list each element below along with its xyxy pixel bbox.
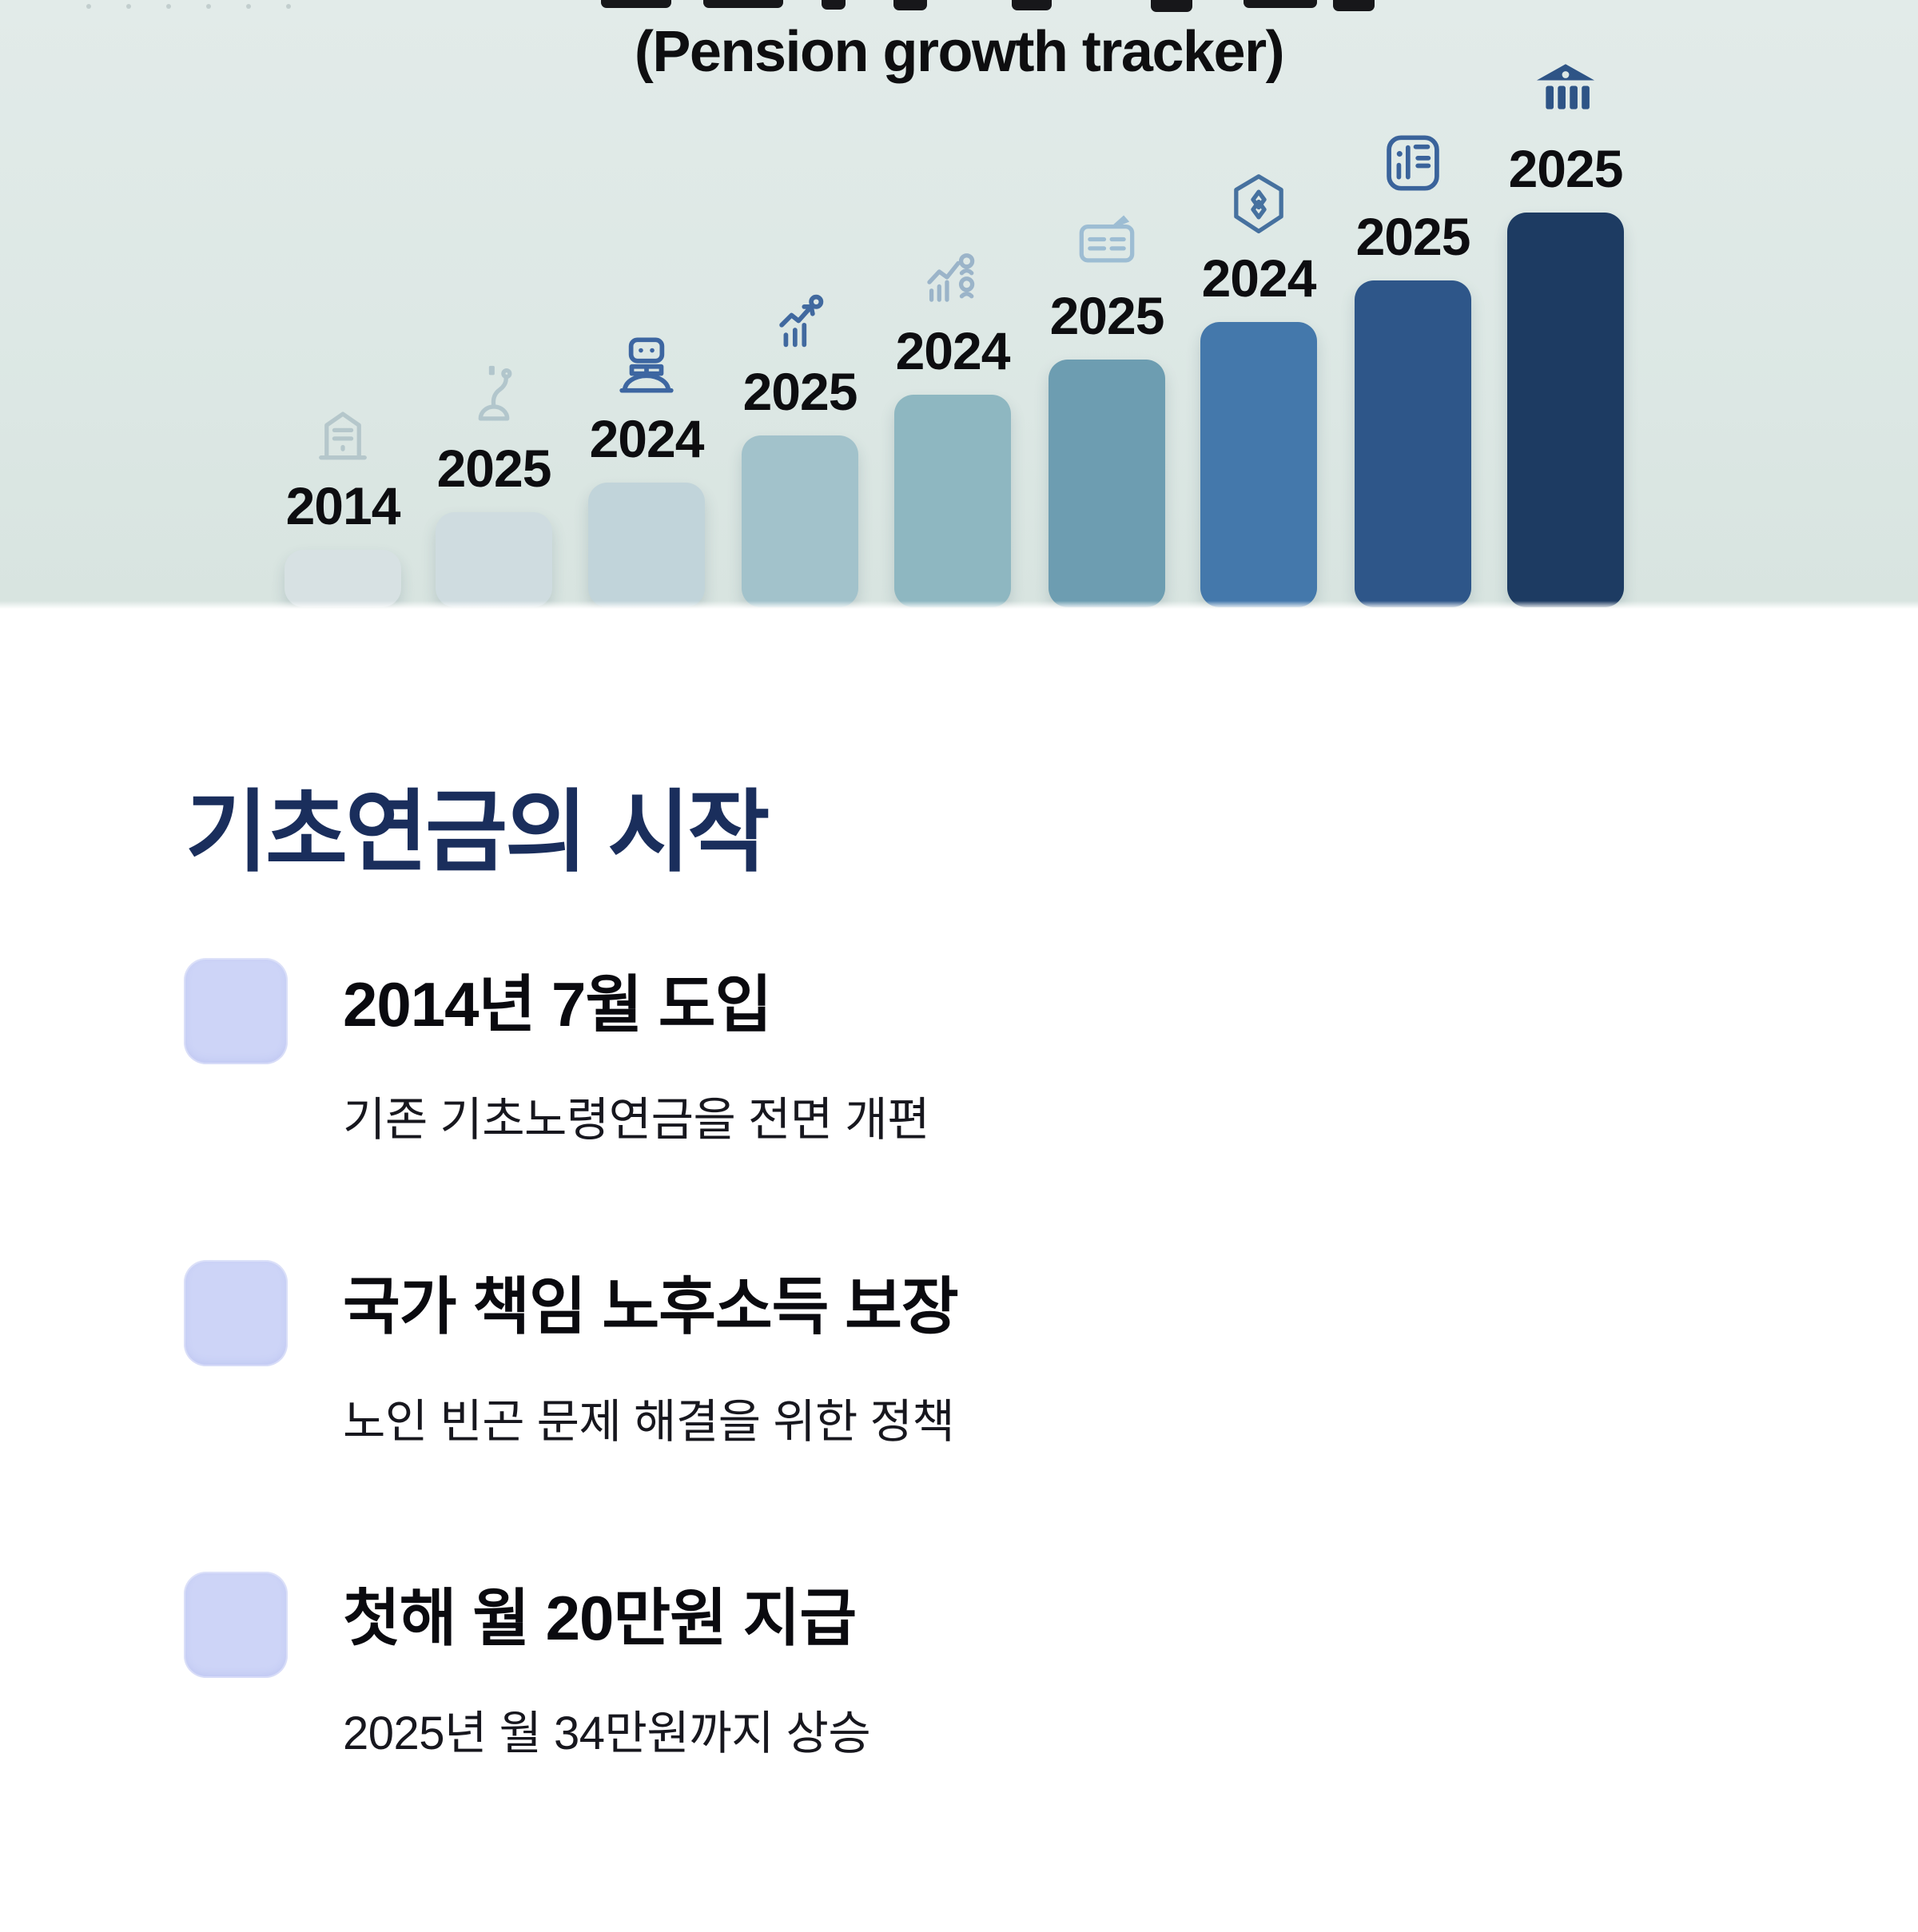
- chart-bar: [1200, 322, 1317, 607]
- growth-chart-icon: [765, 283, 835, 353]
- list-item: 국가 책임 노후소득 보장 노인 빈곤 문제 해결을 위한 정책: [184, 1260, 1782, 1532]
- chart-column-2024a: 2024: [588, 330, 705, 607]
- list-item: 2014년 7월 도입 기존 기초노령연금을 전면 개편: [184, 958, 1782, 1230]
- bar-year-label: 2025: [1508, 138, 1624, 198]
- bar-year-label: 2025: [742, 361, 858, 421]
- decorative-dots: [86, 4, 291, 9]
- cropped-title-fragment: [601, 0, 671, 8]
- bullet-square: [184, 1572, 288, 1678]
- dot: [126, 4, 131, 9]
- dot: [286, 4, 291, 9]
- bar-year-label: 2024: [589, 408, 705, 468]
- cropped-title-fragment: [1151, 0, 1192, 12]
- pension-chart-section: (Pension growth tracker) 2014: [0, 0, 1918, 609]
- bank-icon: [1530, 60, 1601, 130]
- chart-column-2024c: 2024: [1200, 169, 1317, 607]
- chart-column-2024b: 2024: [894, 242, 1011, 607]
- person-computer-icon: [611, 330, 682, 400]
- chart-bar: [1355, 280, 1471, 607]
- item-heading: 첫해 월 20만원 지급: [343, 1583, 857, 1653]
- cropped-title-fragment: [1012, 0, 1052, 10]
- chart-bar: [894, 395, 1011, 607]
- dot: [246, 4, 251, 9]
- monument-icon: [308, 397, 378, 467]
- item-heading: 2014년 7월 도입: [343, 969, 772, 1040]
- cropped-title-fragment: [822, 0, 846, 10]
- bullet-square: [184, 958, 288, 1064]
- chart-bar: [1507, 213, 1624, 607]
- chart-column-2025a: 2025: [436, 360, 552, 607]
- item-description: 기존 기초노령연금을 전면 개편: [343, 1094, 930, 1146]
- bar-year-label: 2024: [895, 320, 1011, 380]
- chart-bar: [436, 512, 552, 607]
- pension-intro-section: 기초연금의 시작 2014년 7월 도입 기존 기초노령연금을 전면 개편 국가…: [0, 609, 1918, 1932]
- people-chart-icon: [917, 242, 988, 312]
- bar-year-label: 2024: [1201, 248, 1317, 308]
- sprout-icon: [459, 360, 529, 430]
- chart-column-2014: 2014: [285, 397, 401, 607]
- chart-bar: [742, 435, 858, 607]
- item-heading: 국가 책임 노후소득 보장: [343, 1271, 959, 1342]
- dot: [206, 4, 211, 9]
- chart-column-2025b: 2025: [742, 283, 858, 607]
- cropped-title-fragment: [1244, 0, 1317, 8]
- bullet-square: [184, 1260, 288, 1366]
- hexagon-coin-icon: [1224, 169, 1294, 240]
- chart-column-2025c: 2025: [1049, 207, 1165, 607]
- item-description: 노인 빈곤 문제 해결을 위한 정책: [343, 1396, 955, 1448]
- cropped-title-fragment: [893, 0, 927, 10]
- cropped-title-fragment: [1333, 0, 1375, 11]
- chart-subtitle: (Pension growth tracker): [634, 20, 1285, 84]
- bar-year-label: 2025: [1355, 206, 1471, 266]
- id-card-icon: [1072, 207, 1142, 277]
- chart-column-2025e: 2025: [1507, 60, 1624, 607]
- item-description: 2025년 월 34만원까지 상승: [343, 1707, 871, 1759]
- bar-year-label: 2025: [1049, 285, 1165, 345]
- bar-year-label: 2014: [285, 475, 401, 535]
- ledger-icon: [1378, 128, 1448, 198]
- chart-bar: [588, 483, 705, 607]
- dot: [166, 4, 171, 9]
- cropped-title-fragment: [703, 0, 783, 8]
- list-item: 첫해 월 20만원 지급 2025년 월 34만원까지 상승: [184, 1572, 1782, 1843]
- chart-column-2025d: 2025: [1355, 128, 1471, 607]
- chart-bar: [1049, 360, 1165, 607]
- dot: [86, 4, 91, 9]
- bar-year-label: 2025: [436, 438, 552, 498]
- section-title: 기초연금의 시작: [185, 782, 770, 882]
- chart-bar: [285, 550, 401, 607]
